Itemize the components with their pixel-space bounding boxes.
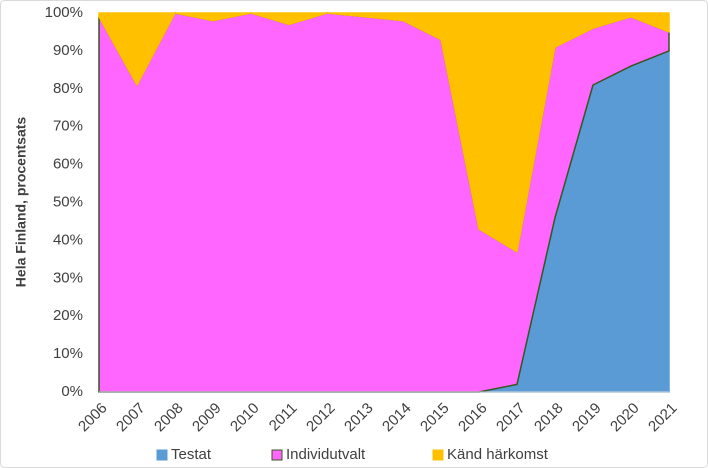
area [98, 12, 670, 253]
y-tick-label: 50% [53, 193, 83, 210]
legend-label: Testat [171, 446, 212, 463]
y-tick-label: 20% [53, 307, 83, 324]
legend-swatch [271, 449, 283, 461]
y-tick-label: 100% [45, 4, 83, 21]
y-tick-label: 90% [53, 42, 83, 59]
y-tick-label: 10% [53, 345, 83, 362]
y-axis-title: Hela Finland, procentsats [13, 117, 29, 288]
y-tick-label: 80% [53, 80, 83, 97]
y-tick-label: 70% [53, 118, 83, 135]
y-tick-label: 0% [61, 383, 83, 400]
legend-swatch [432, 449, 444, 461]
y-tick-label: 60% [53, 156, 83, 173]
y-tick-label: 30% [53, 269, 83, 286]
legend-label: Känd härkomst [447, 446, 549, 463]
y-tick-label: 40% [53, 231, 83, 248]
legend-swatch [156, 449, 168, 461]
legend-label: Individutvalt [286, 446, 366, 463]
